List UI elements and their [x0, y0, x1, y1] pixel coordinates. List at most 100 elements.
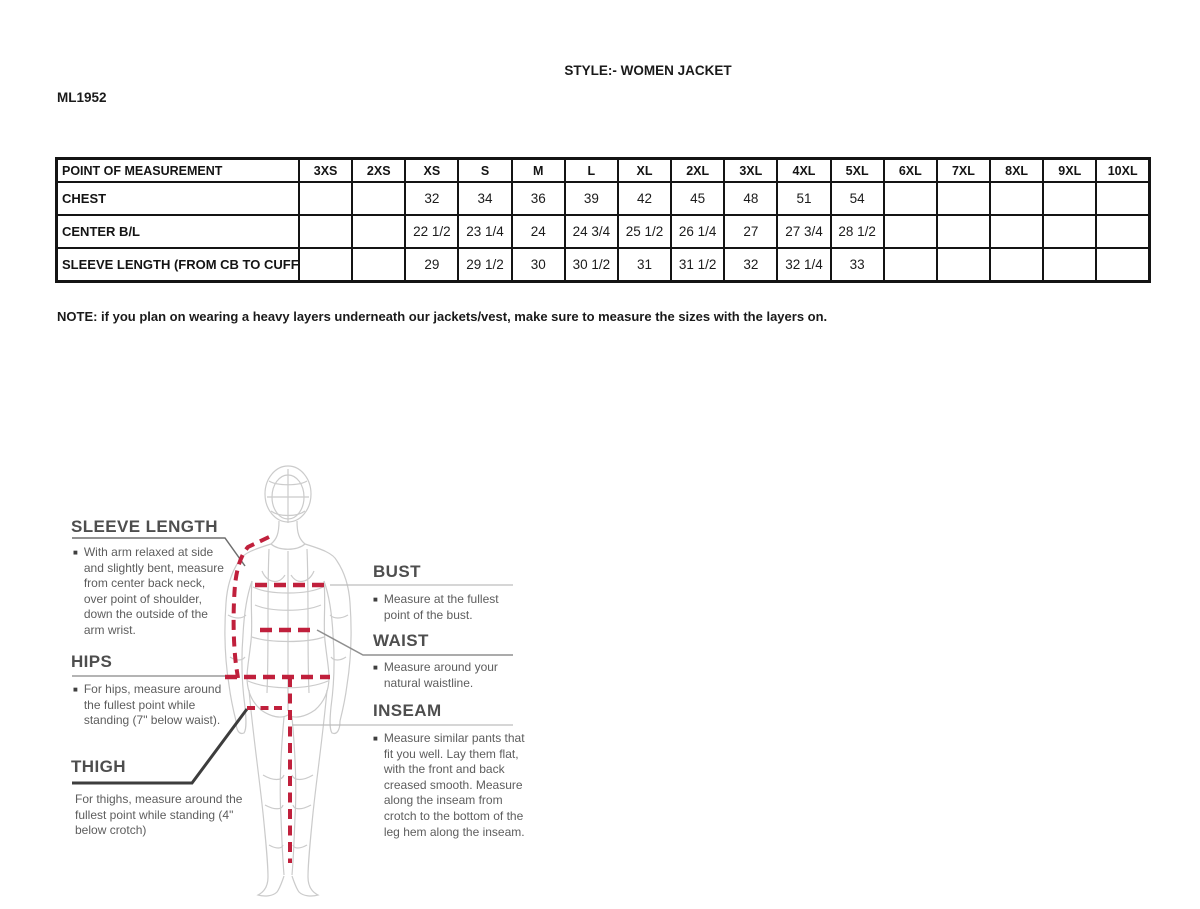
measurement-cell: 27 3/4 — [776, 214, 832, 249]
hips-desc: ■ For hips, measure around the fullest p… — [73, 682, 222, 728]
measurement-cell: 33 — [829, 247, 885, 283]
column-header-size: 7XL — [935, 157, 992, 183]
measurement-cell: 48 — [723, 181, 779, 216]
measurement-cell: 34 — [457, 181, 513, 216]
measurement-cell — [882, 214, 938, 249]
bullet-icon: ■ — [373, 595, 378, 604]
column-header-size: 8XL — [989, 157, 1045, 183]
measurement-cell: 32 — [404, 181, 460, 216]
column-header-size: 6XL — [882, 157, 938, 183]
measurement-cell — [1095, 247, 1151, 283]
measurement-cell — [989, 214, 1045, 249]
column-header-size: 2XS — [351, 157, 407, 183]
style-code: ML1952 — [57, 90, 107, 105]
bust-label: BUST — [373, 562, 421, 581]
measurement-cell — [1095, 214, 1151, 249]
thigh-label: THIGH — [71, 757, 126, 776]
measurement-cell — [1042, 214, 1098, 249]
measurement-cell: 29 — [404, 247, 460, 283]
column-header-size: 5XL — [829, 157, 885, 183]
measurement-cell: 25 1/2 — [616, 214, 673, 249]
thigh-desc: For thighs, measure around the fullest p… — [75, 792, 243, 838]
measurement-cell — [882, 181, 938, 216]
measurement-cell: 24 — [510, 214, 566, 249]
sleeve-callout-line — [72, 537, 246, 567]
column-header-size: 3XL — [723, 157, 779, 183]
measurement-diagram: SLEEVE LENGTH ■ With arm relaxed at side… — [55, 445, 540, 907]
measurement-cell — [1042, 247, 1098, 283]
page-title: STYLE:- WOMEN JACKET — [564, 63, 732, 78]
measurement-cell: 30 — [510, 247, 566, 283]
column-header-size: XS — [404, 157, 460, 183]
column-header-size: 2XL — [670, 157, 726, 183]
measurement-cell: 32 — [723, 247, 779, 283]
column-header-size: S — [457, 157, 513, 183]
table-row: CHEST 32 34 36 39 42 45 48 51 54 — [55, 181, 1151, 216]
measurement-cell — [882, 247, 938, 283]
note-text: NOTE: if you plan on wearing a heavy lay… — [57, 309, 828, 324]
measurement-cell — [351, 247, 407, 283]
bullet-icon: ■ — [73, 548, 78, 557]
bullet-icon: ■ — [373, 734, 378, 743]
measurement-cell: 36 — [510, 181, 566, 216]
inseam-desc: ■ Measure similar pants that fit you wel… — [373, 731, 525, 839]
measurement-cell — [297, 247, 354, 283]
waist-callout-line — [316, 629, 513, 656]
measurement-cell: 51 — [776, 181, 832, 216]
column-header-size: M — [510, 157, 566, 183]
measurement-cell — [935, 247, 992, 283]
row-label: CENTER B/L — [55, 214, 300, 249]
measurement-cell: 30 1/2 — [563, 247, 619, 283]
measurement-cell: 45 — [670, 181, 726, 216]
column-header-size: 9XL — [1042, 157, 1098, 183]
size-chart-head: POINT OF MEASUREMENT 3XS 2XS XS S M L XL 2XL 3XL 4… — [55, 157, 1151, 183]
measurement-cell: 29 1/2 — [457, 247, 513, 283]
thigh-callout-line — [72, 708, 249, 785]
measurement-cell: 22 1/2 — [404, 214, 460, 249]
measurement-cell: 26 1/4 — [670, 214, 726, 249]
measurement-cell: 23 1/4 — [457, 214, 513, 249]
row-label: CHEST — [55, 181, 300, 216]
bullet-icon: ■ — [73, 685, 78, 694]
mannequin-figure-graphic — [72, 465, 513, 897]
column-header-size: L — [563, 157, 619, 183]
size-chart-table: POINT OF MEASUREMENT 3XS 2XS XS S M L XL 2XL 3XL 4… — [55, 157, 1151, 283]
waist-desc: ■ Measure around your natural waistline. — [373, 660, 498, 690]
measurement-cell: 31 1/2 — [670, 247, 726, 283]
measurement-cell — [1095, 181, 1151, 216]
measurement-cell — [935, 214, 992, 249]
bust-desc: ■ Measure at the fullest point of the bu… — [373, 592, 499, 622]
measurement-cell — [351, 181, 407, 216]
bullet-icon: ■ — [373, 663, 378, 672]
measurement-cell: 32 1/4 — [776, 247, 832, 283]
table-row: SLEEVE LENGTH (FROM CB TO CUFF) 29 29 1/2 3… — [55, 247, 1151, 283]
measurement-cell: 39 — [563, 181, 619, 216]
measurement-cell: 27 — [723, 214, 779, 249]
measurement-cell — [935, 181, 992, 216]
measurement-cell — [297, 181, 354, 216]
measurement-cell: 31 — [616, 247, 673, 283]
measurement-cell — [351, 214, 407, 249]
column-header-size: 3XS — [297, 157, 354, 183]
row-label: SLEEVE LENGTH (FROM CB TO CUFF) — [55, 247, 300, 283]
measurement-cell: 28 1/2 — [829, 214, 885, 249]
measurement-cell — [297, 214, 354, 249]
column-header-size: 4XL — [776, 157, 832, 183]
sleeve-length-desc: ■ With arm relaxed at side and slightly … — [73, 545, 224, 637]
measurement-cell — [989, 181, 1045, 216]
column-header-pom: POINT OF MEASUREMENT — [55, 157, 300, 183]
size-chart-body: CHEST 32 34 36 39 42 45 48 51 54 CENTER B/L 22 1/2 2… — [55, 181, 1151, 283]
measurement-cell: 42 — [616, 181, 673, 216]
inseam-label: INSEAM — [373, 701, 442, 720]
hips-label: HIPS — [71, 652, 113, 671]
measurement-cell: 54 — [829, 181, 885, 216]
column-header-size: 10XL — [1095, 157, 1151, 183]
measurement-cell: 24 3/4 — [563, 214, 619, 249]
sleeve-length-label: SLEEVE LENGTH — [71, 517, 218, 536]
table-row: CENTER B/L 22 1/2 23 1/4 24 24 3/4 25 1/2 26 1… — [55, 214, 1151, 249]
measurement-cell — [1042, 181, 1098, 216]
size-chart-section: POINT OF MEASUREMENT 3XS 2XS XS S M L XL 2XL 3XL 4… — [55, 157, 1151, 283]
measurement-cell — [989, 247, 1045, 283]
column-header-size: XL — [616, 157, 673, 183]
waist-label: WAIST — [373, 631, 429, 650]
